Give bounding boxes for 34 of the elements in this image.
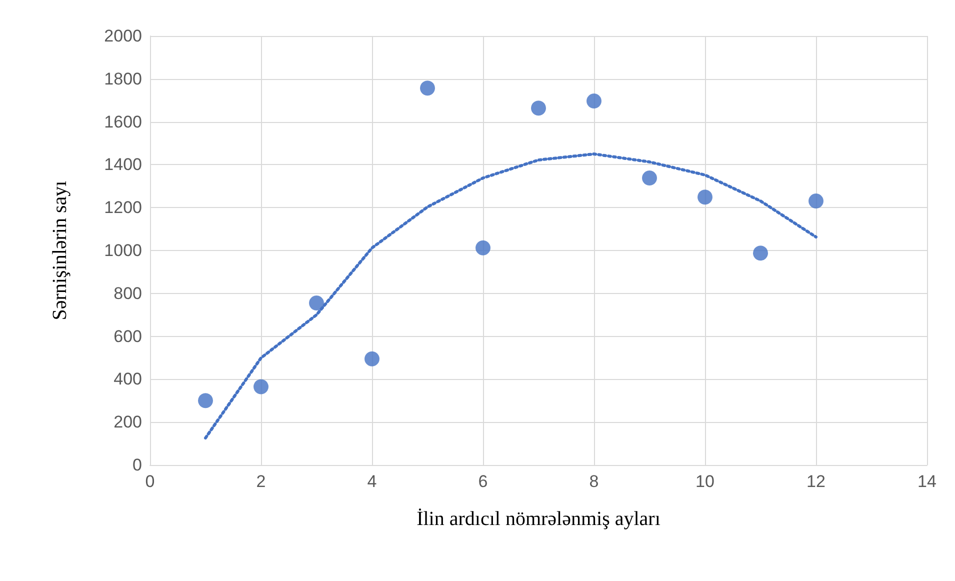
- point: [420, 80, 435, 96]
- x-tick-label: 6: [478, 472, 488, 491]
- y-tick-label: 600: [114, 326, 142, 346]
- point: [531, 100, 546, 116]
- x-tick-label: 10: [696, 472, 714, 491]
- y-tick-label: 400: [114, 370, 142, 389]
- x-tick-label: 14: [918, 472, 936, 491]
- y-tick-label: 1200: [104, 198, 142, 218]
- x-tick-label: 4: [367, 472, 377, 491]
- x-tick-label: 0: [145, 472, 155, 491]
- point: [586, 93, 602, 108]
- point: [309, 296, 324, 311]
- x-tick-label: 8: [589, 472, 599, 491]
- y-axis-title: Sərnişinlərin sayı: [49, 180, 71, 320]
- point: [476, 240, 490, 256]
- y-tick-label: 1600: [104, 112, 142, 132]
- point: [254, 379, 268, 394]
- x-axis-title: İlin ardıcıl nömrələnmiş ayları: [416, 508, 661, 530]
- x-tick-label: 2: [256, 472, 266, 491]
- point: [753, 246, 768, 261]
- point: [198, 393, 213, 408]
- y-tick-label: 1800: [104, 69, 142, 88]
- point: [808, 193, 824, 208]
- y-tick-label: 200: [114, 412, 142, 432]
- x-tick-label: 12: [806, 472, 826, 491]
- y-tick-label: 0: [132, 456, 142, 474]
- line-series: [204, 152, 818, 440]
- y-tick-label: 1000: [104, 241, 142, 260]
- point: [698, 190, 712, 205]
- y-tick-label: 2000: [104, 26, 142, 46]
- point: [364, 351, 380, 366]
- point: [642, 170, 657, 186]
- y-tick-label: 1400: [104, 155, 142, 174]
- y-tick-label: 800: [114, 284, 142, 303]
